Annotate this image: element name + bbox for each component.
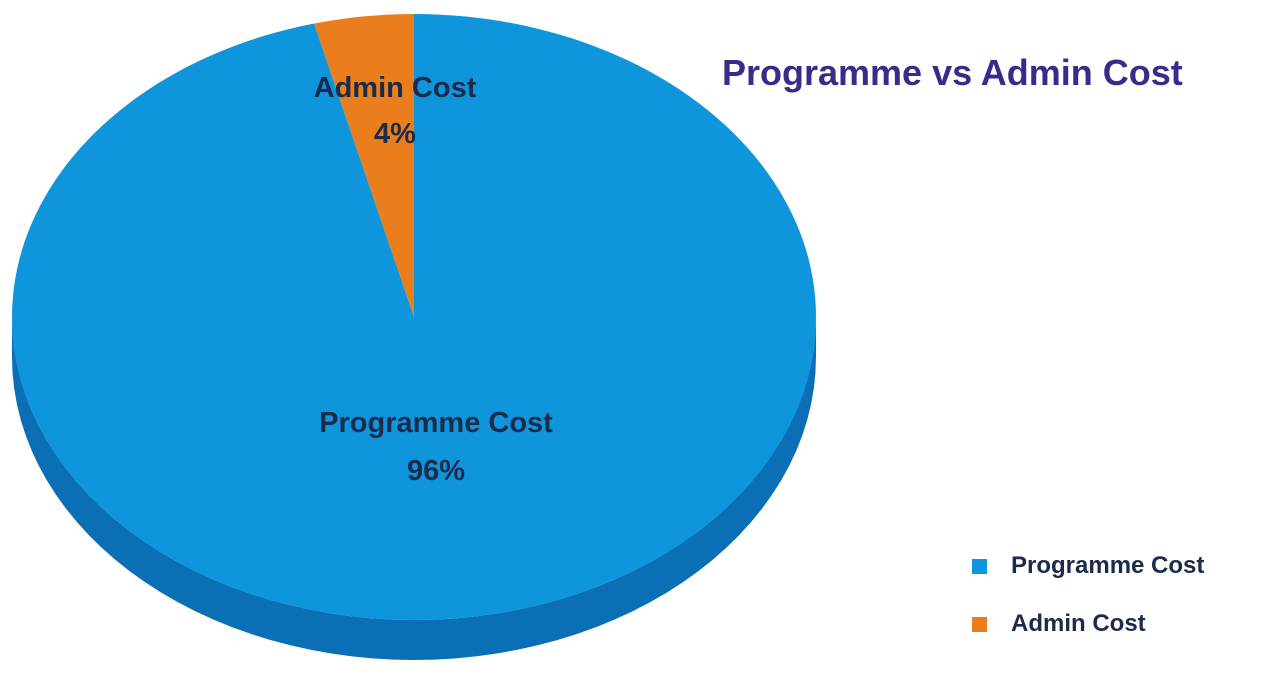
legend-label-programme-cost: Programme Cost bbox=[1011, 552, 1205, 579]
data-label-value-programme-cost: 96% bbox=[407, 455, 465, 487]
data-label-name-programme-cost: Programme Cost bbox=[319, 407, 553, 439]
data-label-value-admin-cost: 4% bbox=[374, 118, 416, 150]
legend-swatch-programme-cost bbox=[972, 558, 987, 574]
data-label-name-admin-cost: Admin Cost bbox=[314, 72, 477, 104]
chart-title: Programme vs Admin Cost bbox=[722, 52, 1183, 93]
legend: Programme Cost Admin Cost bbox=[972, 537, 1204, 653]
legend-swatch-admin-cost bbox=[972, 616, 987, 632]
pie-labels-layer: Programme Cost 96% Admin Cost 4% bbox=[314, 72, 554, 487]
pie-slices-layer bbox=[12, 14, 817, 621]
pie-slice-programme-cost bbox=[12, 14, 817, 621]
legend-label-admin-cost: Admin Cost bbox=[1011, 610, 1146, 637]
legend-item-programme-cost: Programme Cost bbox=[972, 537, 1204, 595]
legend-item-admin-cost: Admin Cost bbox=[972, 595, 1204, 653]
pie-slice-admin-cost bbox=[314, 14, 414, 317]
